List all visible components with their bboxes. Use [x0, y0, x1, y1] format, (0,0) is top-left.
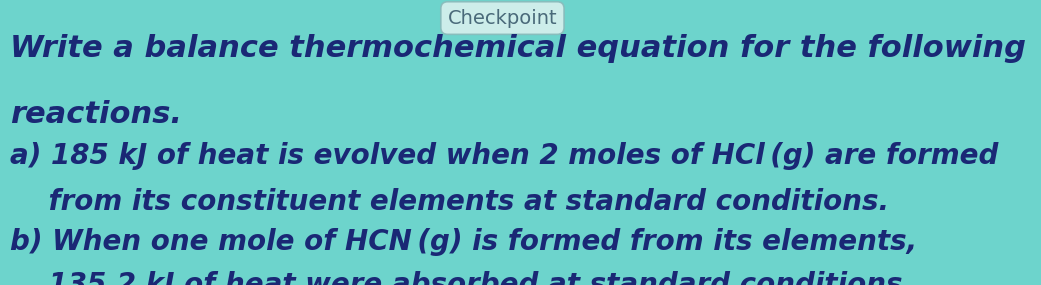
Text: 135.2 kJ of heat were absorbed at standard conditions.: 135.2 kJ of heat were absorbed at standa…: [10, 271, 913, 285]
Text: a) 185 kJ of heat is evolved when 2 moles of HCl (g) are formed: a) 185 kJ of heat is evolved when 2 mole…: [10, 142, 998, 170]
Text: Write a balance thermochemical equation for the following: Write a balance thermochemical equation …: [10, 34, 1026, 63]
Text: reactions.: reactions.: [10, 100, 182, 129]
Text: from its constituent elements at standard conditions.: from its constituent elements at standar…: [10, 188, 889, 216]
Text: b) When one mole of HCN (g) is formed from its elements,: b) When one mole of HCN (g) is formed fr…: [10, 228, 917, 256]
Text: Checkpoint: Checkpoint: [448, 9, 557, 28]
